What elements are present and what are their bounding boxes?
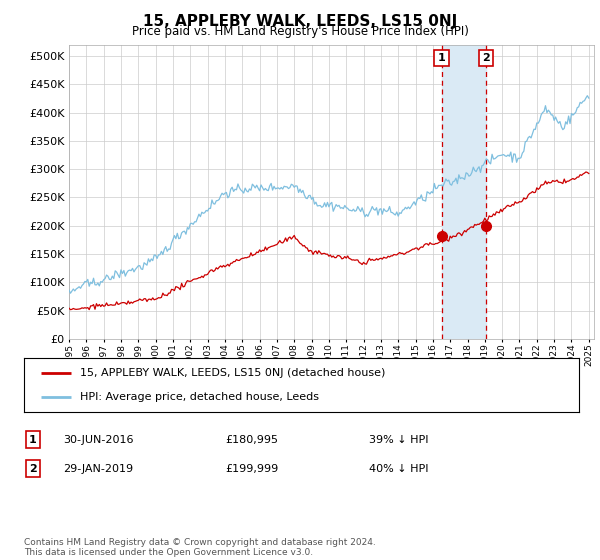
- Text: 15, APPLEBY WALK, LEEDS, LS15 0NJ (detached house): 15, APPLEBY WALK, LEEDS, LS15 0NJ (detac…: [79, 368, 385, 379]
- Text: Contains HM Land Registry data © Crown copyright and database right 2024.
This d: Contains HM Land Registry data © Crown c…: [24, 538, 376, 557]
- Text: 30-JUN-2016: 30-JUN-2016: [63, 435, 133, 445]
- Text: 29-JAN-2019: 29-JAN-2019: [63, 464, 133, 474]
- Text: HPI: Average price, detached house, Leeds: HPI: Average price, detached house, Leed…: [79, 392, 319, 402]
- Text: 1: 1: [437, 53, 445, 63]
- Text: 2: 2: [29, 464, 37, 474]
- Text: 1: 1: [29, 435, 37, 445]
- Text: £180,995: £180,995: [225, 435, 278, 445]
- Text: 40% ↓ HPI: 40% ↓ HPI: [369, 464, 428, 474]
- Text: Price paid vs. HM Land Registry's House Price Index (HPI): Price paid vs. HM Land Registry's House …: [131, 25, 469, 38]
- Text: 15, APPLEBY WALK, LEEDS, LS15 0NJ: 15, APPLEBY WALK, LEEDS, LS15 0NJ: [143, 14, 457, 29]
- Text: 39% ↓ HPI: 39% ↓ HPI: [369, 435, 428, 445]
- Text: £199,999: £199,999: [225, 464, 278, 474]
- Bar: [442, 45, 486, 339]
- Text: 2: 2: [482, 53, 490, 63]
